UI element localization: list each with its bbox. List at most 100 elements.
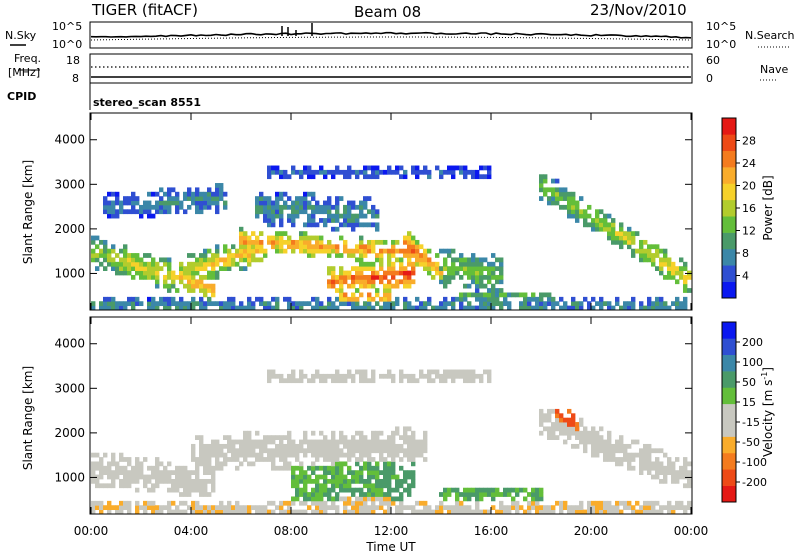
power-cell — [387, 257, 392, 263]
velocity-cell — [91, 505, 96, 511]
velocity-cell — [343, 474, 348, 480]
velocity-cell — [659, 461, 664, 467]
power-cell — [423, 248, 428, 254]
power-cell — [447, 274, 452, 280]
power-cell — [383, 283, 388, 289]
velocity-cell — [179, 465, 184, 471]
power-cell — [331, 274, 336, 280]
velocity-cell — [375, 478, 380, 484]
velocity-cell — [187, 505, 192, 511]
velocity-cell — [443, 505, 448, 511]
velocity-cell — [599, 500, 604, 506]
power-cell — [451, 174, 456, 180]
velocity-cell — [567, 435, 572, 440]
velocity-cell — [471, 373, 476, 379]
velocity-cell — [195, 487, 200, 493]
velocity-cell — [379, 430, 384, 436]
power-cell — [463, 165, 468, 171]
velocity-cell — [327, 496, 332, 502]
velocity-cell — [195, 509, 200, 515]
velocity-cell — [239, 448, 244, 454]
velocity-cell — [475, 509, 480, 515]
velocity-cell — [535, 509, 540, 515]
power-cell — [351, 301, 356, 307]
velocity-cell — [407, 474, 412, 480]
velocity-cell — [291, 369, 296, 375]
velocity-cell — [539, 505, 544, 511]
power-cell — [319, 204, 324, 210]
power-cell — [159, 209, 164, 215]
power-cell — [187, 283, 192, 289]
velocity-cell — [563, 500, 568, 506]
velocity-cell — [647, 443, 652, 449]
velocity-cell — [159, 505, 164, 511]
power-cell — [415, 253, 420, 258]
power-cell — [195, 279, 200, 285]
velocity-cell — [383, 492, 388, 497]
velocity-cell — [451, 373, 456, 379]
velocity-cell — [659, 505, 664, 511]
power-cell — [295, 200, 300, 206]
power-ytick-label: 2000 — [54, 222, 85, 236]
power-cell — [391, 301, 396, 307]
power-cell — [319, 248, 324, 254]
power-cell — [187, 266, 192, 271]
velocity-cell — [351, 492, 356, 497]
power-cell — [327, 253, 332, 258]
velocity-cell — [659, 448, 664, 454]
power-cell — [459, 253, 464, 258]
velocity-cell — [467, 496, 472, 502]
power-cell — [387, 305, 392, 311]
power-cell — [575, 213, 580, 219]
velocity-cell — [123, 474, 128, 480]
velocity-cell — [423, 505, 428, 511]
velocity-cell — [599, 505, 604, 511]
velocity-cell — [647, 505, 652, 511]
power-cell — [155, 283, 160, 289]
power-cell — [403, 296, 408, 302]
velocity-cell — [295, 496, 300, 502]
power-cell — [475, 288, 480, 293]
velocity-cell — [183, 500, 188, 506]
power-cell — [339, 274, 344, 280]
power-cell — [411, 266, 416, 271]
power-cell — [607, 213, 612, 219]
velocity-cell — [663, 465, 668, 471]
velocity-cell — [435, 369, 440, 375]
power-cell — [407, 305, 412, 311]
power-cell — [243, 231, 248, 236]
velocity-cell — [411, 457, 416, 462]
velocity-cell — [271, 435, 276, 440]
power-cell — [403, 239, 408, 245]
velocity-cell — [367, 509, 372, 515]
velocity-cell — [163, 474, 168, 480]
power-cell — [171, 283, 176, 289]
velocity-cell — [279, 505, 284, 511]
velocity-cell — [295, 483, 300, 489]
velocity-cell — [419, 369, 424, 375]
power-cell — [191, 288, 196, 293]
velocity-cell — [203, 461, 208, 467]
power-cell — [371, 244, 376, 250]
power-cell — [571, 301, 576, 307]
power-cell — [499, 257, 504, 263]
power-cell — [559, 187, 564, 193]
power-cell — [299, 239, 304, 245]
power-cell — [675, 270, 680, 276]
power-cell — [411, 169, 416, 175]
power-cell — [211, 270, 216, 276]
power-cell — [467, 274, 472, 280]
power-cell — [611, 305, 616, 311]
power-cell — [347, 204, 352, 210]
velocity-cell — [187, 478, 192, 484]
power-cell — [355, 244, 360, 250]
freq-tick-top: 18 — [66, 54, 80, 67]
power-cell — [207, 204, 212, 210]
velocity-cell — [335, 465, 340, 471]
velocity-cell — [375, 439, 380, 445]
power-cell — [363, 165, 368, 171]
velocity-cell — [323, 474, 328, 480]
power-cell — [379, 261, 384, 267]
power-cell — [107, 261, 112, 267]
power-cell — [363, 222, 368, 228]
